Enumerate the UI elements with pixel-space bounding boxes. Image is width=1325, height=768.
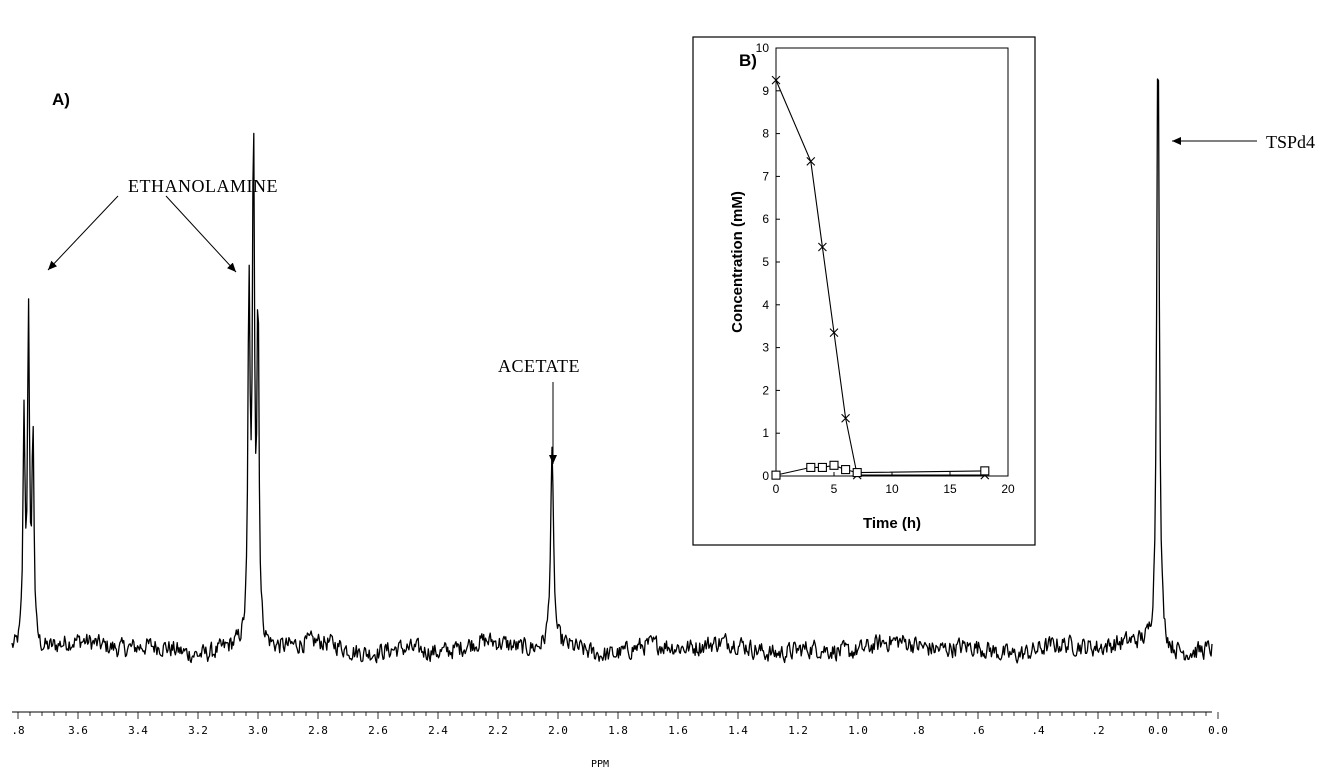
inset-point-x-marker <box>771 75 781 85</box>
ppm-tick-label: 2.0 <box>548 724 568 737</box>
ppm-tick-label: 1.8 <box>608 724 628 737</box>
inset-y-tick-label: 1 <box>762 426 769 440</box>
ppm-axis: .8 3.6 3.4 3.2 3.0 2.8 2.6 2.4 2.2 2.0 1.8 1.6 1.4 1.… <box>11 711 1228 737</box>
inset-point-x-marker <box>841 413 850 423</box>
inset-x-tick-label: 10 <box>885 482 899 496</box>
ppm-tick-label: 2.2 <box>488 724 508 737</box>
inset-y-tick-label: 10 <box>756 41 770 55</box>
inset-point-square-marker <box>829 460 839 470</box>
inset-x-tick-label: 20 <box>1001 482 1015 496</box>
inset-y-tick-label: 0 <box>762 469 769 483</box>
ppm-tick-label: 1.2 <box>788 724 808 737</box>
ppm-tick-label: 1.4 <box>728 724 748 737</box>
inset-y-tick-label: 4 <box>762 298 769 312</box>
inset-point-square-marker <box>817 462 827 472</box>
inset-y-tick-label: 8 <box>762 127 769 141</box>
ppm-tick-label: 0.0 <box>1148 724 1168 737</box>
inset-frame <box>692 36 1036 546</box>
ppm-tick-label: .2 <box>1091 724 1104 737</box>
ethanolamine-arrow-right <box>165 195 237 273</box>
inset-y-axis-label: Concentration (mM) <box>729 191 746 333</box>
inset-x-tick-label: 5 <box>831 482 838 496</box>
panel-b-label: B) <box>739 51 757 70</box>
inset-point-square-marker <box>841 465 851 475</box>
inset-point-square-marker <box>852 468 862 478</box>
inset-point-square-marker <box>806 462 816 472</box>
inset-point-x-marker <box>806 157 816 166</box>
tspd4-label: TSPd4 <box>1266 132 1315 152</box>
inset-series <box>771 75 990 480</box>
panel-a-label: A) <box>52 90 70 109</box>
ppm-tick-label: 2.8 <box>308 724 328 737</box>
nmr-spectrum-panel: A) .8 3.6 3.4 3.2 3.0 2.8 2.6 2.4 2.2 2.0 1.8 1.6 1.… <box>11 78 1315 768</box>
acetate-label: ACETATE <box>498 356 580 376</box>
ppm-tick-label: 1.6 <box>668 724 688 737</box>
inset-x-tick-label: 15 <box>943 482 957 496</box>
ppm-tick-label: 1.0 <box>848 724 868 737</box>
inset-y-tick-label: 6 <box>762 212 769 226</box>
ppm-tick-label: .6 <box>971 724 984 737</box>
inset-y-tick-label: 3 <box>762 341 769 355</box>
ethanolamine-label: ETHANOLAMINE <box>128 176 278 196</box>
inset-y-tick-label: 5 <box>762 255 769 269</box>
inset-point-square-marker <box>980 466 990 476</box>
ppm-tick-label: 3.6 <box>68 724 88 737</box>
inset-y-tick-label: 7 <box>762 169 769 183</box>
ppm-axis-label: PPM <box>591 759 609 768</box>
inset-x-tick-label: 0 <box>773 482 780 496</box>
ppm-tick-label: 2.4 <box>428 724 448 737</box>
nmr-spectrum-trace <box>11 78 1213 664</box>
ppm-tick-label: 0.0 <box>1208 724 1228 737</box>
ppm-tick-label: .4 <box>1031 724 1045 737</box>
inset-point-square-marker <box>771 470 781 480</box>
inset-x-axis-label: Time (h) <box>863 515 921 532</box>
inset-point-x-marker <box>829 328 839 338</box>
inset-y-tick-label: 2 <box>762 383 769 397</box>
ppm-tick-label: 3.4 <box>128 724 148 737</box>
concentration-inset: B) 0 1 2 3 4 5 6 7 8 9 10 0 5 10 15 20 Time (h) Concent… <box>692 36 1036 546</box>
inset-point-x-marker <box>818 242 827 252</box>
ppm-tick-label: .8 <box>911 724 924 737</box>
ppm-tick-label: 2.6 <box>368 724 388 737</box>
ppm-tick-label: 3.0 <box>248 724 268 737</box>
ppm-tick-label: .8 <box>11 724 24 737</box>
inset-ticks: 0 1 2 3 4 5 6 7 8 9 10 0 5 10 15 20 <box>756 41 1015 496</box>
ppm-tick-label: 3.2 <box>188 724 208 737</box>
inset-y-tick-label: 9 <box>762 84 769 98</box>
ethanolamine-arrow-left <box>47 195 119 271</box>
